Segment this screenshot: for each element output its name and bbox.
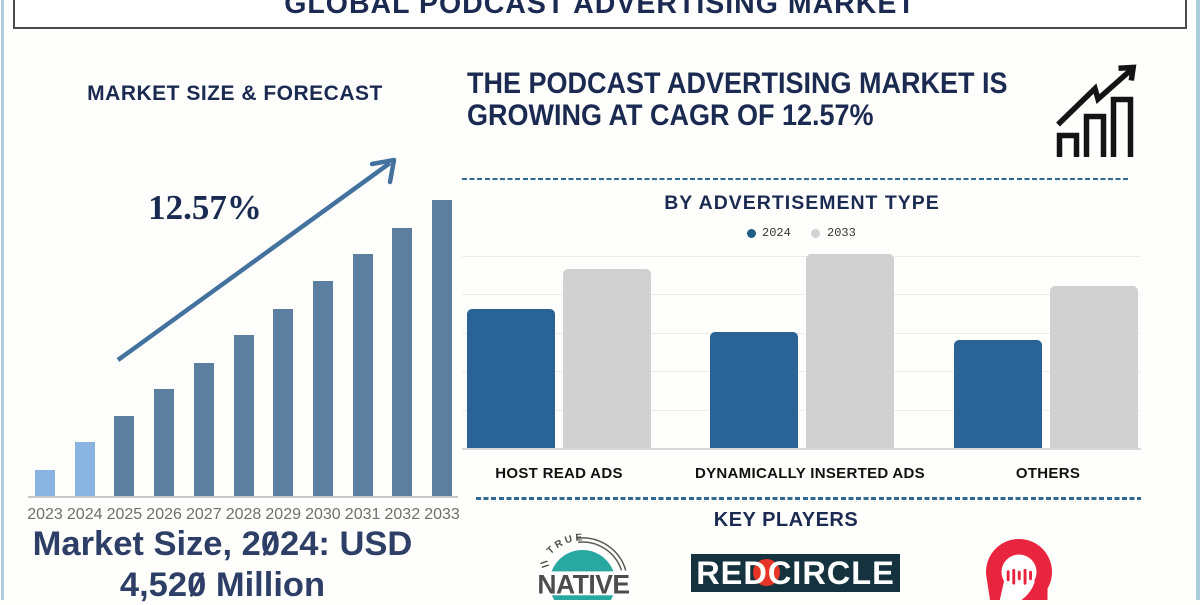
svg-text:NATIVE: NATIVE xyxy=(537,570,629,600)
